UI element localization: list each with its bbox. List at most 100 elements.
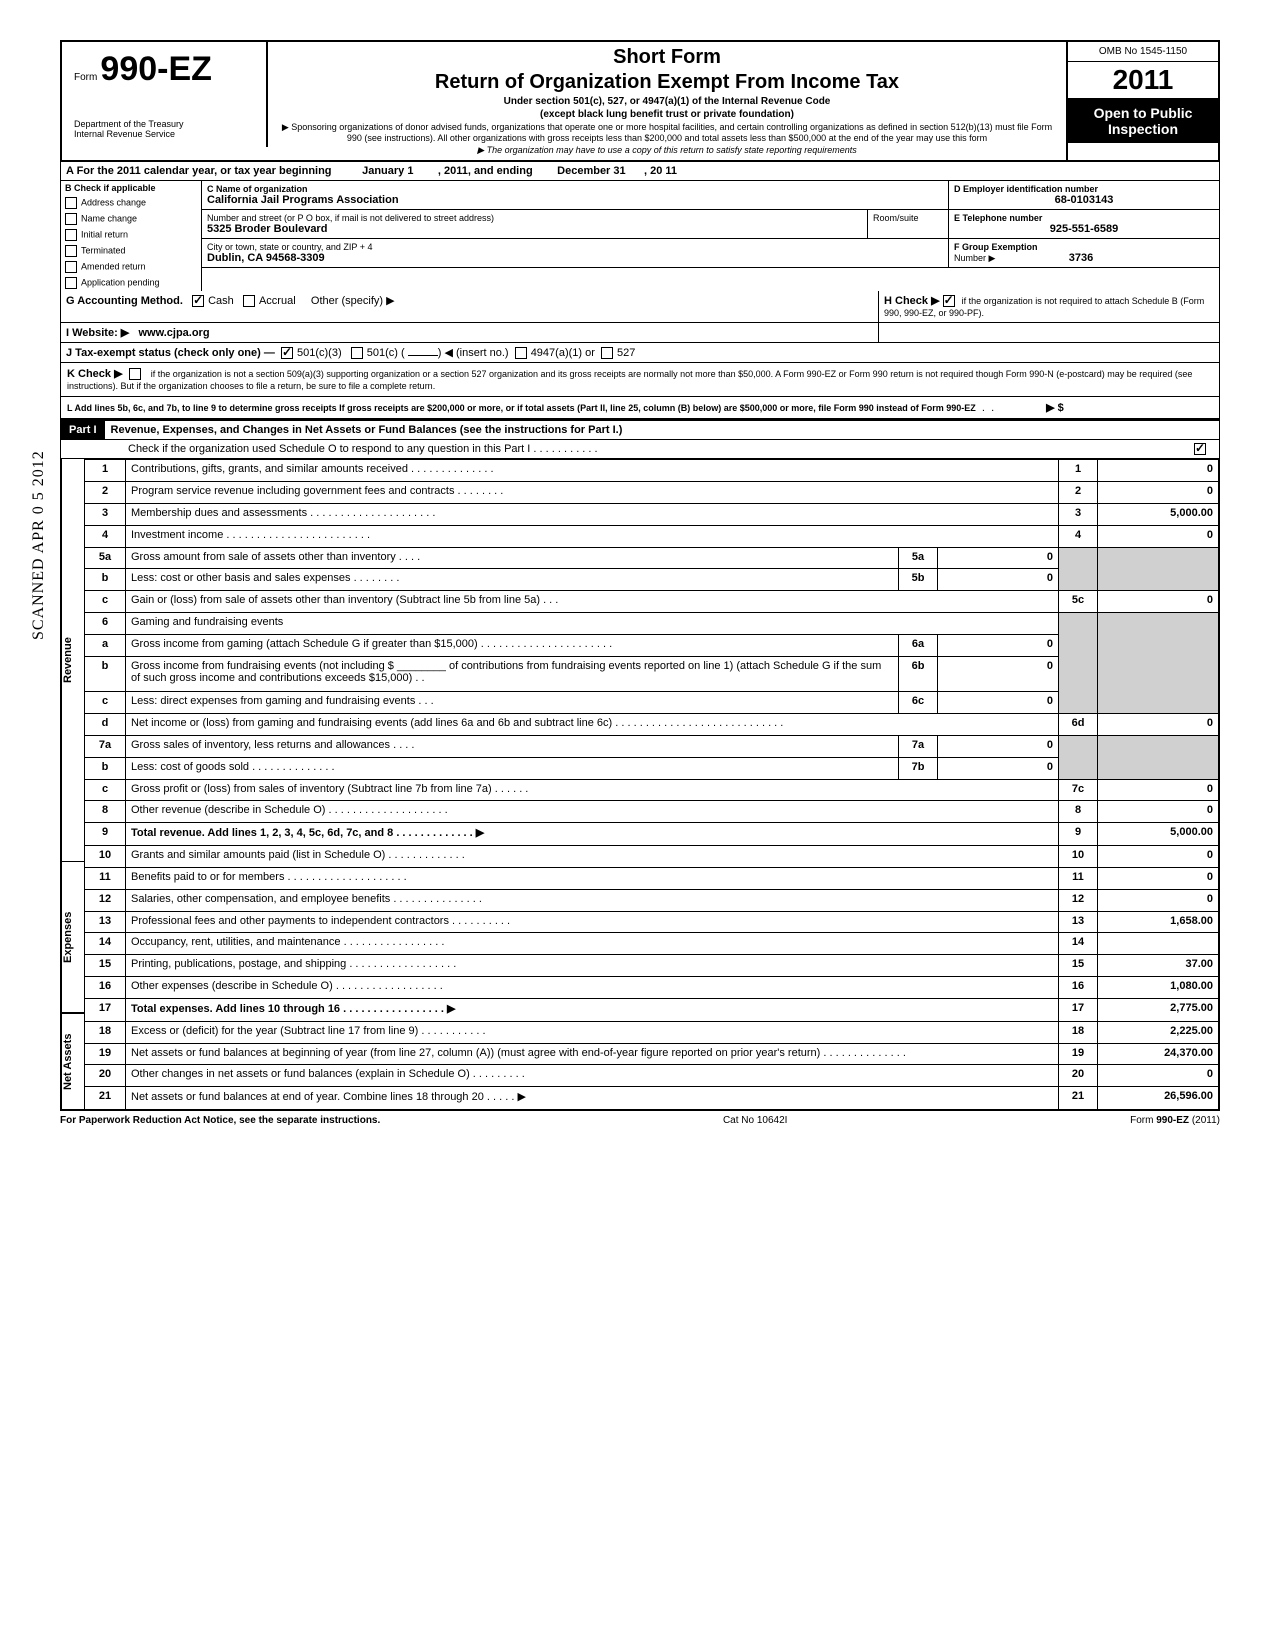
website: www.cjpa.org <box>138 327 209 339</box>
footer-left: For Paperwork Reduction Act Notice, see … <box>60 1115 380 1126</box>
line-6d-val: 0 <box>1098 714 1219 736</box>
line-2-val: 0 <box>1098 482 1219 504</box>
check-initial-return[interactable] <box>65 229 77 241</box>
form-prefix: Form <box>74 72 97 83</box>
l-text: L Add lines 5b, 6c, and 7b, to line 9 to… <box>67 403 976 413</box>
check-label-3: Terminated <box>81 245 126 255</box>
k-label: K Check ▶ <box>67 368 123 380</box>
line-15-desc: Printing, publications, postage, and shi… <box>126 955 1059 977</box>
part1-title: Revenue, Expenses, and Changes in Net As… <box>105 421 1219 439</box>
k-text: if the organization is not a section 509… <box>67 369 1192 391</box>
street: 5325 Broder Boulevard <box>207 223 862 235</box>
check-cash[interactable] <box>192 295 204 307</box>
city-state-zip: Dublin, CA 94568-3309 <box>207 252 943 264</box>
line-18-val: 2,225.00 <box>1098 1021 1219 1043</box>
phone: 925-551-6589 <box>954 223 1214 235</box>
footer-form: Form 990-EZ (2011) <box>1130 1115 1220 1126</box>
line-7b-sub: 7b <box>899 757 938 779</box>
line-5c-val: 0 <box>1098 591 1219 613</box>
check-terminated[interactable] <box>65 245 77 257</box>
check-application-pending[interactable] <box>65 277 77 289</box>
under-section: Under section 501(c), 527, or 4947(a)(1)… <box>276 96 1058 107</box>
line-a-label: A For the 2011 calendar year, or tax yea… <box>66 165 332 177</box>
tax-year: 11 <box>1144 64 1174 95</box>
line-4-val: 0 <box>1098 525 1219 547</box>
e-label: E Telephone number <box>954 213 1214 223</box>
line-17-desc: Total expenses. Add lines 10 through 16 … <box>126 998 1059 1021</box>
line-1-desc: Contributions, gifts, grants, and simila… <box>126 460 1059 482</box>
check-address-change[interactable] <box>65 197 77 209</box>
check-b-column: B Check if applicable Address change Nam… <box>61 181 202 291</box>
check-label-1: Name change <box>81 213 137 223</box>
j-527: 527 <box>617 347 635 359</box>
line-17-val: 2,775.00 <box>1098 998 1219 1021</box>
line-16-val: 1,080.00 <box>1098 976 1219 998</box>
line-5b-desc: Less: cost or other basis and sales expe… <box>126 569 899 591</box>
room-label: Room/suite <box>868 210 949 238</box>
c-label: C Name of organization <box>207 184 943 194</box>
line-8-val: 0 <box>1098 801 1219 823</box>
check-k[interactable] <box>129 368 141 380</box>
part1-table: 1Contributions, gifts, grants, and simil… <box>85 459 1219 1110</box>
line-9-desc: Total revenue. Add lines 1, 2, 3, 4, 5c,… <box>126 823 1059 846</box>
g-other: Other (specify) ▶ <box>311 295 395 307</box>
line-2-desc: Program service revenue including govern… <box>126 482 1059 504</box>
check-4947[interactable] <box>515 347 527 359</box>
b-label: B Check if applicable <box>61 181 201 195</box>
line-7a-subval: 0 <box>938 735 1059 757</box>
line-6a-desc: Gross income from gaming (attach Schedul… <box>126 634 899 656</box>
part-1: Part I Revenue, Expenses, and Changes in… <box>60 419 1220 1111</box>
check-amended[interactable] <box>65 261 77 273</box>
f-label2: Number ▶ <box>954 253 995 263</box>
line-21-desc: Net assets or fund balances at end of ye… <box>126 1087 1059 1110</box>
city-label: City or town, state or country, and ZIP … <box>207 242 943 252</box>
main-title: Return of Organization Exempt From Incom… <box>276 71 1058 94</box>
check-schedule-o[interactable] <box>1194 443 1206 455</box>
inspection: Inspection <box>1072 121 1214 137</box>
check-501c3[interactable] <box>281 347 293 359</box>
line-5a-sub: 5a <box>899 547 938 569</box>
line-19-val: 24,370.00 <box>1098 1043 1219 1065</box>
year-prefix: 20 <box>1113 64 1144 95</box>
check-accrual[interactable] <box>243 295 255 307</box>
sponsor-text: ▶ Sponsoring organizations of donor advi… <box>276 122 1058 143</box>
check-label-4: Amended return <box>81 261 146 271</box>
line-13-desc: Professional fees and other payments to … <box>126 911 1059 933</box>
line-7c-val: 0 <box>1098 779 1219 801</box>
group-exemption-num: 3736 <box>1069 252 1093 264</box>
footer-catno: Cat No 10642I <box>723 1115 788 1126</box>
form-header: Form 990-EZ Department of the Treasury I… <box>60 40 1220 162</box>
h-label: H Check ▶ <box>884 295 940 307</box>
g-label: G Accounting Method. <box>66 295 183 307</box>
line-6b-desc: Gross income from fundraising events (no… <box>126 656 899 692</box>
line-7a-sub: 7a <box>899 735 938 757</box>
org-name: California Jail Programs Association <box>207 194 943 206</box>
line-5b-sub: 5b <box>899 569 938 591</box>
except-text: (except black lung benefit trust or priv… <box>276 109 1058 120</box>
line-8-desc: Other revenue (describe in Schedule O) .… <box>126 801 1059 823</box>
check-name-change[interactable] <box>65 213 77 225</box>
line-6c-desc: Less: direct expenses from gaming and fu… <box>126 692 899 714</box>
line-7b-subval: 0 <box>938 757 1059 779</box>
check-h[interactable] <box>943 295 955 307</box>
d-label: D Employer identification number <box>954 184 1214 194</box>
check-527[interactable] <box>601 347 613 359</box>
period-mid: , 2011, and ending <box>438 165 533 177</box>
line-18-desc: Excess or (deficit) for the year (Subtra… <box>126 1021 1059 1043</box>
line-20-val: 0 <box>1098 1065 1219 1087</box>
check-label-5: Application pending <box>81 277 160 287</box>
line-1-val: 0 <box>1098 460 1219 482</box>
netassets-label: Net Assets <box>61 1013 85 1110</box>
scanned-stamp: SCANNED APR 0 5 2012 <box>30 450 48 640</box>
ein: 68-0103143 <box>954 194 1214 206</box>
line-16-desc: Other expenses (describe in Schedule O) … <box>126 976 1059 998</box>
i-label: I Website: ▶ <box>66 327 129 339</box>
line-13-val: 1,658.00 <box>1098 911 1219 933</box>
line-12-desc: Salaries, other compensation, and employ… <box>126 889 1059 911</box>
line-14-desc: Occupancy, rent, utilities, and maintena… <box>126 933 1059 955</box>
open-public: Open to Public <box>1072 105 1214 121</box>
line-5a-desc: Gross amount from sale of assets other t… <box>126 547 899 569</box>
expenses-label: Expenses <box>61 862 85 1013</box>
check-501c[interactable] <box>351 347 363 359</box>
line-3-val: 5,000.00 <box>1098 504 1219 526</box>
